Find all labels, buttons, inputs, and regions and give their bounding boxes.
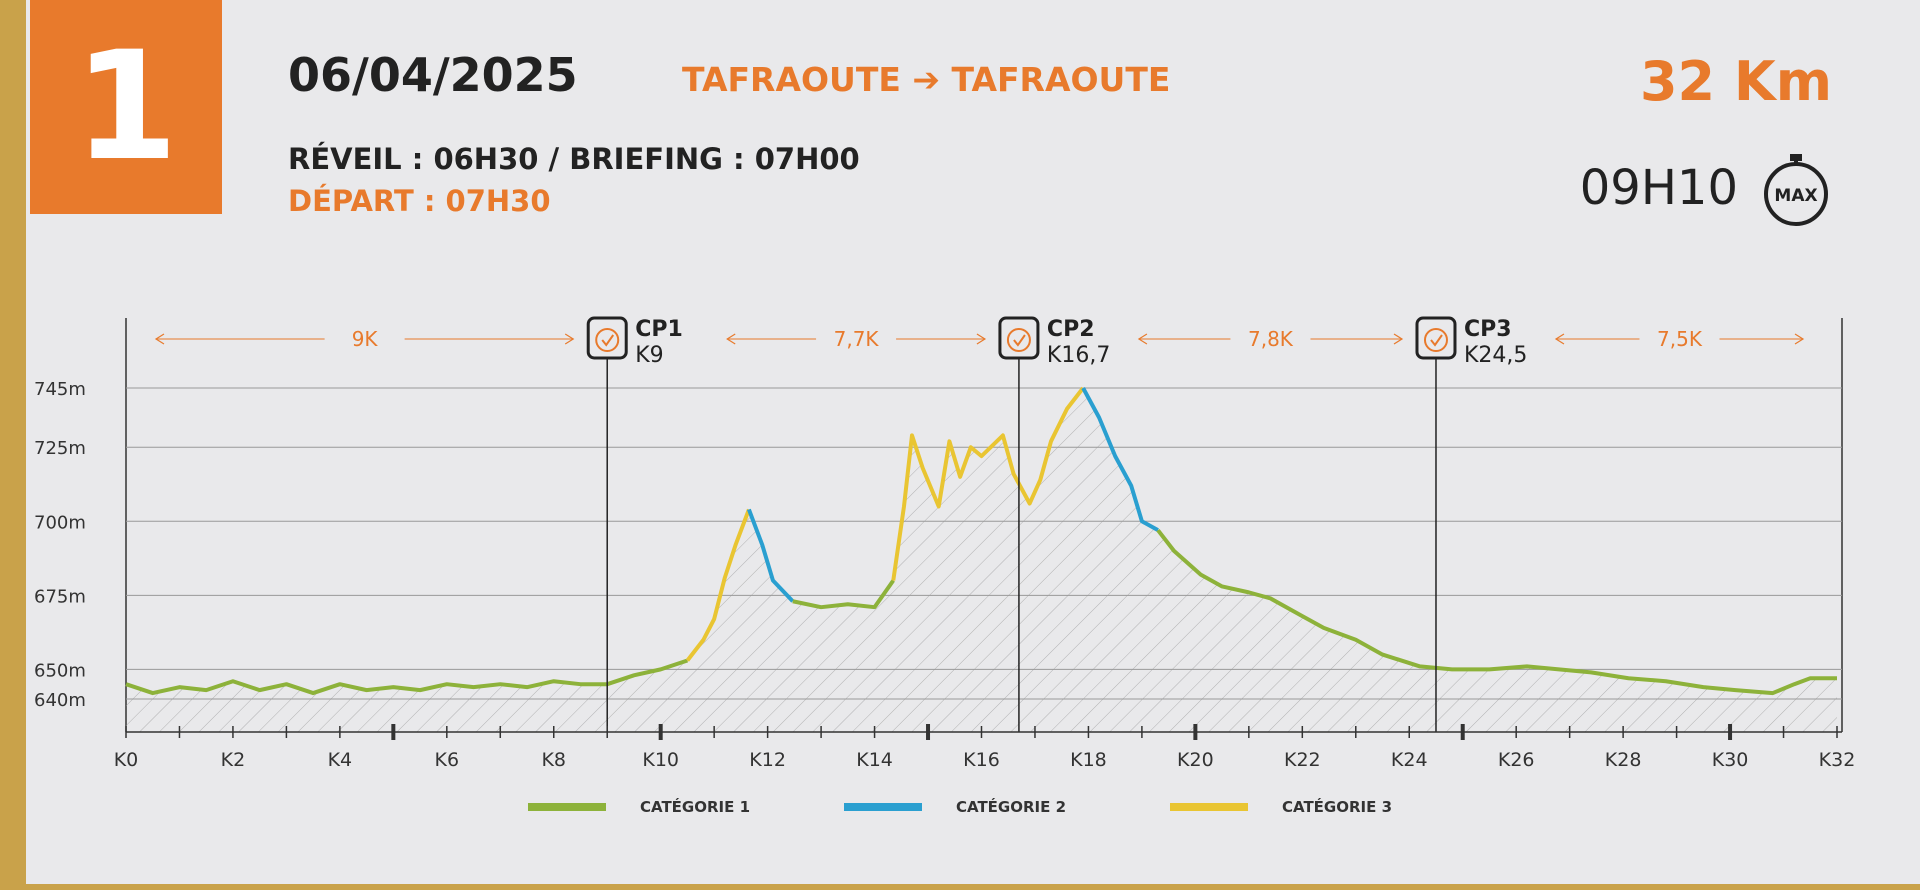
elevation-line-cat2 xyxy=(1081,387,1159,532)
legend-label: CATÉGORIE 3 xyxy=(1282,798,1393,816)
x-tick-label: K2 xyxy=(221,749,246,771)
legend-item-cat2: CATÉGORIE 2 xyxy=(844,798,1066,816)
check-icon xyxy=(601,334,615,347)
elevation-line-cat1 xyxy=(1156,528,1837,696)
stopwatch-check-icon xyxy=(1006,328,1031,352)
schedule-text: RÉVEIL : 06H30 / BRIEFING : 07H00 xyxy=(288,142,860,176)
legend-label: CATÉGORIE 2 xyxy=(956,798,1067,816)
checkpoint-km: K9 xyxy=(635,343,663,368)
checkpoint-icon-box xyxy=(1415,316,1457,360)
legend-label: CATÉGORIE 1 xyxy=(640,798,751,816)
elevation-line-cat1 xyxy=(792,579,895,610)
stage-distance: 32 Km xyxy=(1639,50,1832,113)
y-tick-label: 745m xyxy=(34,379,86,400)
x-tick-label: K4 xyxy=(328,749,353,771)
x-tick-label: K0 xyxy=(114,749,139,771)
y-tick-label: 700m xyxy=(34,512,86,533)
check-icon xyxy=(1013,334,1026,347)
arrowhead-right xyxy=(1794,333,1805,345)
arrowhead-right xyxy=(976,333,987,345)
arrowhead-left xyxy=(1137,333,1148,345)
y-tick-label: 675m xyxy=(34,586,86,607)
elevation-line-cat2 xyxy=(747,508,795,603)
x-tick-label: K12 xyxy=(749,749,786,771)
stopwatch-check-icon xyxy=(595,328,620,352)
stage-route: TAFRAOUTE ➔ TAFRAOUTE xyxy=(682,60,1171,99)
checkpoint-km: K16,7 xyxy=(1047,343,1110,368)
stopwatch-check-icon xyxy=(1423,328,1448,352)
stage-date: 06/04/2025 xyxy=(288,48,578,102)
x-tick-label: K10 xyxy=(642,749,679,771)
legend-swatch xyxy=(528,803,606,811)
section-distance: 7,5K xyxy=(1657,327,1703,351)
arrowhead-left xyxy=(154,333,165,345)
x-tick-label: K24 xyxy=(1391,749,1428,771)
x-tick-label: K6 xyxy=(435,749,460,771)
checkpoint-km: K24,5 xyxy=(1464,343,1527,368)
stage-card xyxy=(26,0,1920,884)
stage-number: 1 xyxy=(30,0,222,214)
legend-swatch xyxy=(1170,803,1248,811)
arrowhead-left xyxy=(1554,333,1565,345)
elevation-line-cat3 xyxy=(891,386,1085,581)
max-icon-label: MAX xyxy=(1774,186,1817,206)
section-distance: 7,7K xyxy=(834,327,880,351)
stopwatch-icon: MAX xyxy=(1764,154,1828,226)
x-tick-label: K26 xyxy=(1498,749,1535,771)
y-tick-label: 640m xyxy=(34,690,86,711)
section-distance: 9K xyxy=(352,327,379,351)
elevation-area xyxy=(126,388,1837,732)
checkpoint-name: CP2 xyxy=(1047,317,1095,342)
y-tick-label: 650m xyxy=(34,660,86,681)
y-tick-label: 725m xyxy=(34,438,86,459)
arrowhead-right xyxy=(1393,333,1404,345)
elevation-line-cat3 xyxy=(685,508,751,662)
x-tick-label: K8 xyxy=(541,749,566,771)
x-tick-label: K18 xyxy=(1070,749,1107,771)
checkpoint-icon-box xyxy=(998,316,1040,360)
x-tick-label: K22 xyxy=(1284,749,1321,771)
checkpoint-icon-box xyxy=(586,316,628,360)
section-distance: 7,8K xyxy=(1248,327,1294,351)
x-tick-label: K16 xyxy=(963,749,1000,771)
departure-time: DÉPART : 07H30 xyxy=(288,184,551,218)
x-tick-label: K14 xyxy=(856,749,893,771)
max-time: 09H10 xyxy=(1579,160,1738,216)
checkpoint-name: CP3 xyxy=(1464,317,1512,342)
x-tick-label: K30 xyxy=(1712,749,1749,771)
checkpoint-name: CP1 xyxy=(635,317,683,342)
x-tick-label: K20 xyxy=(1177,749,1214,771)
check-icon xyxy=(1430,334,1443,347)
legend-item-cat3: CATÉGORIE 3 xyxy=(1170,798,1392,816)
elevation-line-cat1 xyxy=(125,658,689,696)
x-tick-label: K32 xyxy=(1819,749,1856,771)
arrowhead-right xyxy=(564,333,575,345)
legend-swatch xyxy=(844,803,922,811)
legend-item-cat1: CATÉGORIE 1 xyxy=(528,798,750,816)
x-tick-label: K28 xyxy=(1605,749,1642,771)
arrowhead-left xyxy=(726,333,736,345)
